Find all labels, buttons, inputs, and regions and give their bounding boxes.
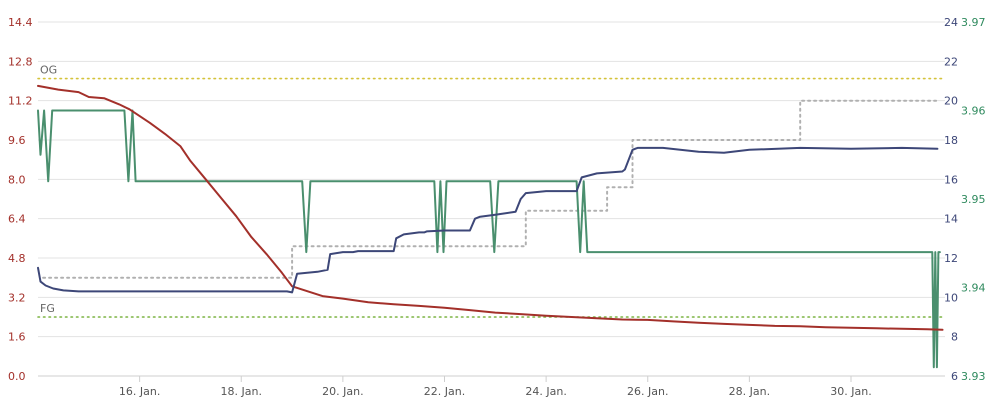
x-tick-label: 30. Jan. xyxy=(830,385,871,398)
x-tick-label: 20. Jan. xyxy=(322,385,363,398)
right-temp-tick-label: 18 xyxy=(944,134,958,147)
left-tick-label: 8.0 xyxy=(8,173,26,186)
right-temp-tick-label: 16 xyxy=(944,173,958,186)
right-angle-tick-label: 3.93 xyxy=(961,370,986,383)
right-temp-tick-label: 8 xyxy=(951,331,958,344)
x-tick-label: 16. Jan. xyxy=(119,385,160,398)
right-temp-tick-label: 14 xyxy=(944,213,958,226)
right-axis-temperature: 6 8 10 12 14 16 18 20 22 24 xyxy=(944,16,958,383)
left-tick-label: 11.2 xyxy=(8,95,33,108)
left-tick-label: 4.8 xyxy=(8,252,26,265)
x-tick-label: 26. Jan. xyxy=(627,385,668,398)
right-angle-tick-label: 3.96 xyxy=(961,105,986,118)
left-tick-label: 3.2 xyxy=(8,291,26,304)
series-line xyxy=(42,99,939,279)
x-axis: 16. Jan. 18. Jan. 20. Jan. 22. Jan. 24. Jan.… xyxy=(38,375,945,398)
reference-line-label: OG xyxy=(40,64,57,77)
right-angle-tick-label: 3.94 xyxy=(961,282,986,295)
right-temp-tick-label: 6 xyxy=(951,370,958,383)
right-axis-angle: 3.93 3.94 3.95 3.96 3.97 xyxy=(961,16,986,383)
series-line xyxy=(37,146,939,294)
right-temp-tick-label: 24 xyxy=(944,16,958,29)
x-tick-label: 22. Jan. xyxy=(424,385,465,398)
series-line xyxy=(37,109,941,369)
series-line xyxy=(37,84,944,331)
right-temp-tick-label: 10 xyxy=(944,291,958,304)
left-tick-label: 9.6 xyxy=(8,134,26,147)
left-tick-label: 0.0 xyxy=(8,370,26,383)
right-angle-tick-label: 3.95 xyxy=(961,193,986,206)
left-tick-label: 6.4 xyxy=(8,213,26,226)
x-tick-label: 28. Jan. xyxy=(729,385,770,398)
reference-line-label: FG xyxy=(40,302,55,315)
left-axis: 0.0 1.6 3.2 4.8 6.4 8.0 9.6 11.2 12.8 14.4 xyxy=(8,16,33,383)
right-angle-tick-label: 3.97 xyxy=(961,16,986,29)
right-temp-tick-label: 22 xyxy=(944,55,958,68)
right-temp-tick-label: 20 xyxy=(944,95,958,108)
x-tick-label: 24. Jan. xyxy=(525,385,566,398)
left-tick-label: 14.4 xyxy=(8,16,33,29)
x-tick-label: 18. Jan. xyxy=(221,385,262,398)
series-layer xyxy=(37,84,944,369)
right-temp-tick-label: 12 xyxy=(944,252,958,265)
left-tick-label: 12.8 xyxy=(8,55,33,68)
reference-lines: OG FG xyxy=(37,64,946,318)
left-tick-label: 1.6 xyxy=(8,331,26,344)
